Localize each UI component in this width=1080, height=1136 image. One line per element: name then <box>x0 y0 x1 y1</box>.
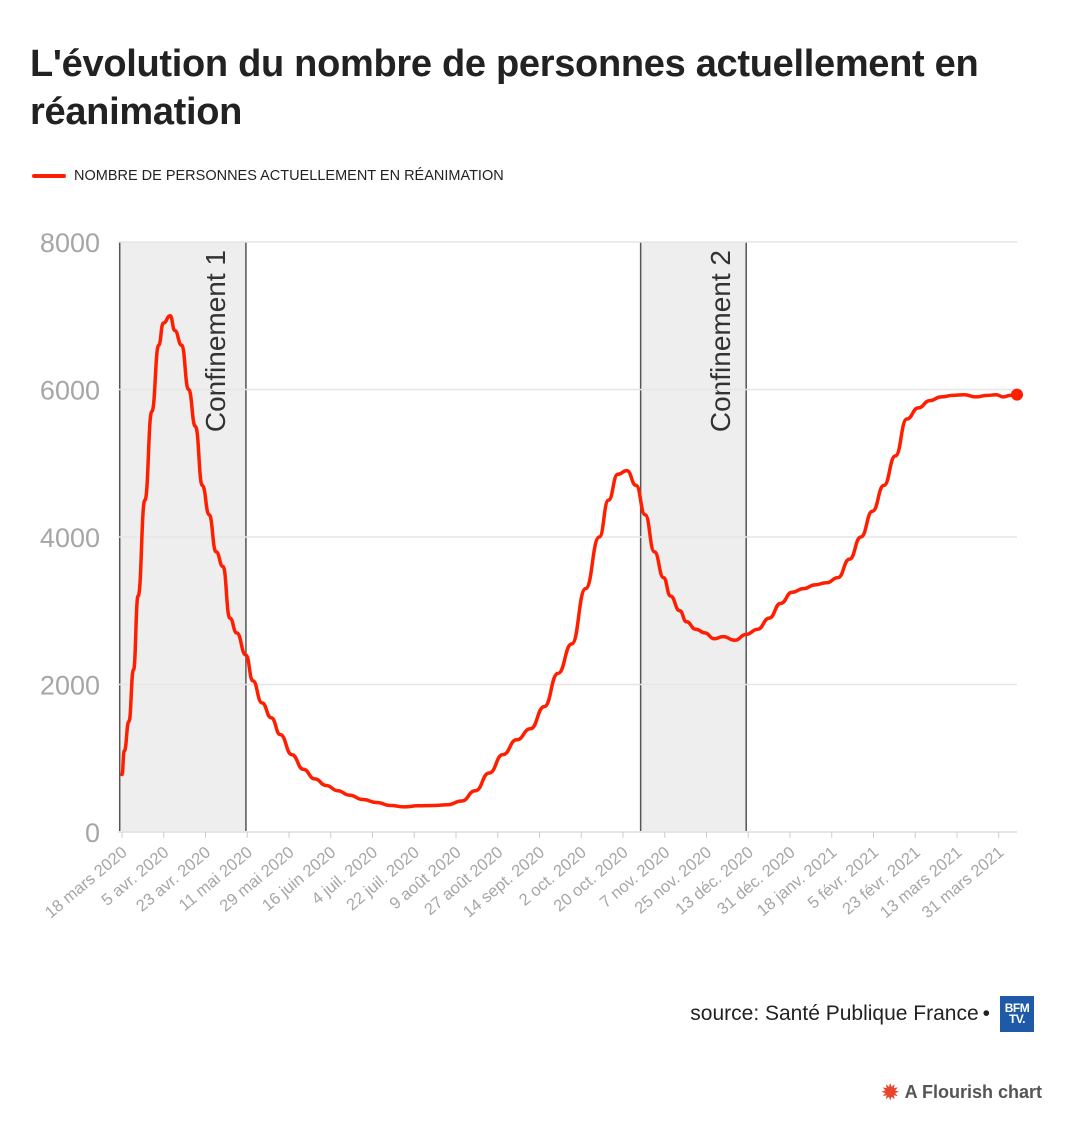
y-tick-label: 6000 <box>40 376 100 406</box>
source-line: source: Santé Publique France • BFM TV. <box>690 996 1034 1032</box>
y-tick-label: 0 <box>85 818 100 848</box>
source-text: source: Santé Publique France <box>690 1002 979 1025</box>
band-label: Confinement 1 <box>200 250 231 432</box>
logo-line-1: BFM <box>1004 1001 1030 1015</box>
series-layer <box>120 314 1023 809</box>
legend-swatch <box>32 174 66 178</box>
flourish-credit[interactable]: ✹ A Flourish chart <box>882 1080 1042 1105</box>
y-tick-label: 4000 <box>40 523 100 553</box>
legend: NOMBRE DE PERSONNES ACTUELLEMENT EN RÉAN… <box>32 168 504 184</box>
legend-label: NOMBRE DE PERSONNES ACTUELLEMENT EN RÉAN… <box>74 168 504 184</box>
flourish-credit-text: A Flourish chart <box>904 1082 1042 1102</box>
series-endpoint <box>1011 388 1023 401</box>
bfmtv-logo[interactable]: BFM TV. <box>1000 996 1034 1032</box>
flourish-burst-icon: ✹ <box>881 1082 899 1104</box>
series-line <box>120 314 1019 809</box>
line-chart: Confinement 1 Confinement 2 0 2000 4000 6000… <box>40 228 1023 922</box>
chart-title: L'évolution du nombre de personnes actue… <box>30 43 979 133</box>
y-tick-label: 8000 <box>40 228 100 258</box>
gridlines <box>118 241 1017 833</box>
band-label: Confinement 2 <box>705 250 736 432</box>
source-separator: • <box>982 1002 990 1025</box>
logo-line-2: TV. <box>1008 1012 1026 1026</box>
y-tick-label: 2000 <box>40 671 100 701</box>
